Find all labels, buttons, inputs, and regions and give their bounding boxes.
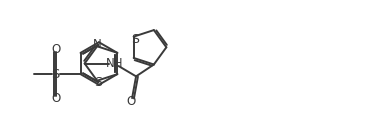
Text: O: O <box>127 95 136 108</box>
Text: O: O <box>51 92 61 105</box>
Text: N: N <box>93 38 102 51</box>
Text: NH: NH <box>106 57 123 70</box>
Text: O: O <box>51 43 61 56</box>
Text: S: S <box>52 68 60 81</box>
Text: S: S <box>94 76 102 89</box>
Text: S: S <box>131 33 139 46</box>
